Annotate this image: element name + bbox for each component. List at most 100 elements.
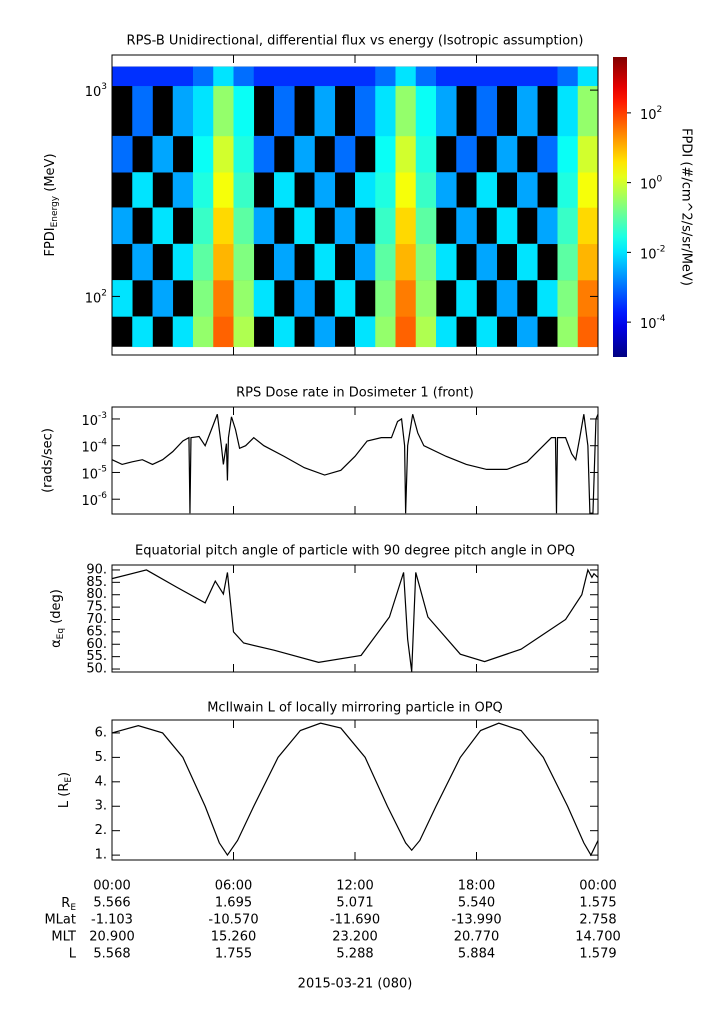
y-tick-label: 3. — [95, 799, 107, 814]
panel-title: McIlwain L of locally mirroring particle… — [207, 701, 503, 716]
y-axis-label: (rads/sec) — [41, 428, 56, 493]
date-label: 2015-03-21 (080) — [298, 977, 413, 992]
y-tick-label: 10-3​ — [81, 410, 107, 428]
y-tick-label: 103​ — [85, 82, 107, 100]
heatmap-cell — [577, 207, 599, 245]
heatmap-cell — [496, 207, 518, 245]
heatmap-cell — [355, 172, 376, 208]
heatmap-cell — [213, 135, 234, 173]
heatmap-cell — [375, 135, 396, 173]
ephemeris-value: 1.579 — [579, 947, 616, 962]
heatmap-cell — [193, 66, 214, 87]
heatmap-cell — [517, 172, 538, 208]
heatmap-cell — [172, 243, 194, 281]
heatmap-cell — [152, 207, 174, 245]
heatmap-cell — [355, 66, 376, 87]
heatmap-cell — [496, 135, 518, 173]
heatmap-cell — [274, 85, 295, 137]
ephemeris-value: 5.540 — [458, 896, 495, 911]
y-tick-label: 2. — [95, 823, 107, 838]
heatmap-cell — [112, 135, 133, 173]
heatmap-cell — [375, 280, 396, 317]
heatmap-cell — [172, 66, 194, 87]
heatmap-cell — [294, 207, 315, 245]
colorbar-tick-label: 10-2​ — [640, 244, 666, 262]
data-line — [111, 414, 599, 514]
heatmap-cell — [577, 280, 599, 317]
y-tick-label: 70. — [86, 612, 107, 627]
heatmap-cell — [132, 243, 153, 281]
ephemeris-value: 2.758 — [579, 913, 616, 928]
heatmap-cell — [415, 135, 437, 173]
heatmap-cell — [577, 243, 599, 281]
y-tick-label: 4. — [95, 774, 107, 789]
heatmap-cell — [537, 135, 558, 173]
heatmap-cell — [233, 280, 255, 317]
heatmap-cell — [436, 85, 457, 137]
heatmap-cell — [112, 66, 133, 87]
plot-frame — [111, 406, 599, 515]
ephemeris-row-label: RE​ — [61, 896, 76, 913]
y-tick-label: 80. — [86, 587, 107, 602]
heatmap-cell — [557, 243, 579, 281]
heatmap-cell — [375, 172, 396, 208]
heatmap-cell — [233, 316, 255, 348]
colorbar-label: FPDI (#/cm^2/s/sr/MeV) — [679, 128, 694, 286]
panel-title: RPS Dose rate in Dosimeter 1 (front) — [236, 386, 474, 401]
heatmap-cell — [314, 172, 336, 208]
heatmap-cell — [395, 85, 417, 137]
y-axis-label: FPDIEnergy​ (MeV) — [43, 153, 60, 256]
heatmap-cell — [274, 172, 295, 208]
heatmap-cell — [456, 135, 477, 173]
heatmap-cell — [395, 172, 417, 208]
ephemeris-row-label: MLat — [44, 913, 76, 928]
ephemeris-value: 5.568 — [93, 947, 130, 962]
y-tick-label: 10-4​ — [81, 437, 107, 455]
heatmap-cell — [395, 135, 417, 173]
x-tick-label: 06:00 — [215, 879, 252, 894]
heatmap-cell — [375, 66, 396, 87]
ephemeris-value: 5.288 — [336, 947, 373, 962]
y-tick-label: 60. — [86, 637, 107, 652]
heatmap-cell — [213, 280, 234, 317]
ephemeris-value: 15.260 — [211, 930, 257, 945]
heatmap-cell — [577, 172, 599, 208]
heatmap-cell — [476, 66, 498, 87]
heatmap-cell — [253, 135, 275, 173]
ephemeris-value: 5.884 — [458, 947, 495, 962]
heatmap-cell — [334, 280, 356, 317]
heatmap-cell — [294, 280, 315, 317]
y-tick-label: 102​ — [85, 288, 107, 306]
heatmap-cell — [213, 85, 234, 137]
ephemeris-value: 23.200 — [332, 930, 378, 945]
heatmap-cell — [517, 243, 538, 281]
heatmap-cell — [436, 66, 457, 87]
heatmap-cell — [152, 66, 174, 87]
ephemeris-value: -11.690 — [330, 913, 380, 928]
heatmap-cell — [193, 207, 214, 245]
heatmap-cell — [233, 135, 255, 173]
heatmap-cell — [193, 172, 214, 208]
heatmap-cell — [456, 207, 477, 245]
heatmap-cell — [415, 207, 437, 245]
heatmap-cell — [334, 135, 356, 173]
x-tick-label: 00:00 — [93, 879, 130, 894]
heatmap-cell — [537, 280, 558, 317]
heatmap-cell — [557, 66, 579, 87]
heatmap-cell — [436, 243, 457, 281]
heatmap-cell — [577, 66, 599, 87]
x-tick-label: 18:00 — [458, 879, 495, 894]
heatmap-cell — [274, 316, 295, 348]
y-tick-label: 85. — [86, 575, 107, 590]
heatmap-cell — [496, 66, 518, 87]
heatmap-cell — [537, 207, 558, 245]
heatmap-cell — [476, 85, 498, 137]
y-tick-label: 6. — [95, 725, 107, 740]
ephemeris-value: 20.770 — [454, 930, 500, 945]
heatmap-cell — [476, 243, 498, 281]
heatmap-cell — [233, 66, 255, 87]
heatmap-cell — [132, 316, 153, 348]
heatmap-cell — [395, 316, 417, 348]
heatmap-cell — [152, 280, 174, 317]
